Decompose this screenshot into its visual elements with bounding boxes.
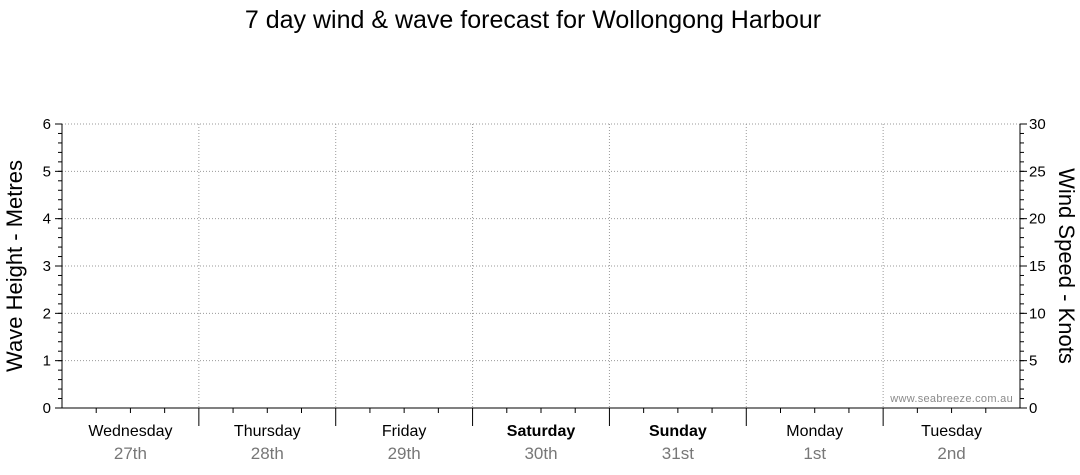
- right-tick-label: 20: [1029, 211, 1046, 228]
- right-tick-label: 15: [1029, 258, 1046, 275]
- day-name-label: Saturday: [507, 423, 576, 440]
- left-tick-label: 1: [43, 353, 51, 370]
- day-name-label: Thursday: [234, 423, 301, 440]
- right-tick-label: 5: [1029, 353, 1037, 370]
- left-tick-label: 3: [43, 258, 51, 275]
- watermark: www.seabreeze.com.au: [889, 393, 1013, 405]
- day-name-label: Tuesday: [921, 423, 982, 440]
- left-tick-label: 4: [43, 211, 51, 228]
- left-tick-label: 2: [43, 305, 51, 322]
- right-tick-label: 30: [1029, 116, 1046, 133]
- day-date-label: 27th: [114, 444, 147, 463]
- axis-ticks: [55, 123, 1027, 426]
- right-tick-label: 25: [1029, 163, 1046, 180]
- day-date-label: 2nd: [937, 444, 965, 463]
- grid-lines: [62, 123, 1020, 408]
- day-name-label: Sunday: [649, 423, 707, 440]
- left-axis-title: Wave Height - Metres: [2, 160, 27, 372]
- day-date-label: 31st: [662, 444, 694, 463]
- day-date-label: 28th: [251, 444, 284, 463]
- left-tick-labels: 0 1 2 3 4 5 6: [43, 116, 51, 417]
- right-tick-labels: 0 5 10 15 20 25 30: [1029, 116, 1046, 417]
- day-date-label: 29th: [388, 444, 421, 463]
- right-tick-label: 10: [1029, 305, 1046, 322]
- left-tick-label: 0: [43, 400, 51, 417]
- day-date-label: 30th: [524, 444, 557, 463]
- right-tick-label: 0: [1029, 400, 1037, 417]
- day-labels: Wednesday 27th Thursday 28th Friday 29th Satur…: [88, 423, 982, 463]
- right-axis-title: Wind Speed - Knots: [1054, 168, 1079, 364]
- day-name-label: Monday: [786, 423, 843, 440]
- day-name-label: Friday: [382, 423, 426, 440]
- chart-title: 7 day wind & wave forecast for Wollongon…: [245, 6, 821, 34]
- left-tick-label: 5: [43, 163, 51, 180]
- left-tick-label: 6: [43, 116, 51, 133]
- day-date-label: 1st: [803, 444, 826, 463]
- day-name-label: Wednesday: [88, 423, 172, 440]
